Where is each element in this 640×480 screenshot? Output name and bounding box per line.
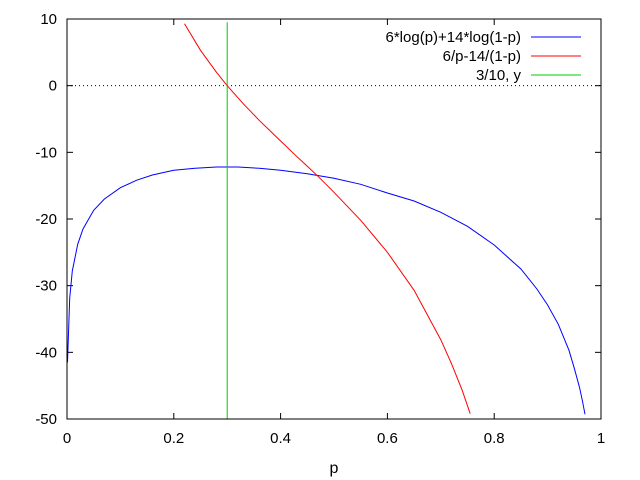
x-tick-label: 0.8 <box>484 430 505 447</box>
series-line-0 <box>67 166 586 415</box>
legend-label: 6/p-14/(1-p) <box>443 48 521 65</box>
x-tick-label: 1 <box>597 430 605 447</box>
x-axis-label: p <box>330 460 339 477</box>
plot-frame <box>66 18 602 420</box>
y-tick-label: -20 <box>35 211 57 228</box>
y-tick-label: -50 <box>35 411 57 428</box>
legend-label: 6*log(p)+14*log(1-p) <box>386 29 522 46</box>
tick-labels-group: 0 0.2 0.4 0.6 0.8 1 10 0 -10 -20 -30 -40 -50 <box>35 11 605 447</box>
x-tick-label: 0.6 <box>377 430 398 447</box>
series-group <box>67 22 586 419</box>
x-tick-label: 0.4 <box>270 430 291 447</box>
series-line-1 <box>184 23 471 414</box>
y-tick-label: 10 <box>40 11 57 28</box>
legend: 6*log(p)+14*log(1-p) 6/p-14/(1-p) 3/10, y <box>386 29 581 84</box>
y-tick-label: -40 <box>35 344 57 361</box>
y-tick-label: 0 <box>49 78 57 95</box>
y-tick-label: -10 <box>35 144 57 161</box>
legend-label: 3/10, y <box>476 67 522 84</box>
x-tick-label: 0 <box>63 430 71 447</box>
y-tick-label: -30 <box>35 278 57 295</box>
x-tick-label: 0.2 <box>163 430 184 447</box>
